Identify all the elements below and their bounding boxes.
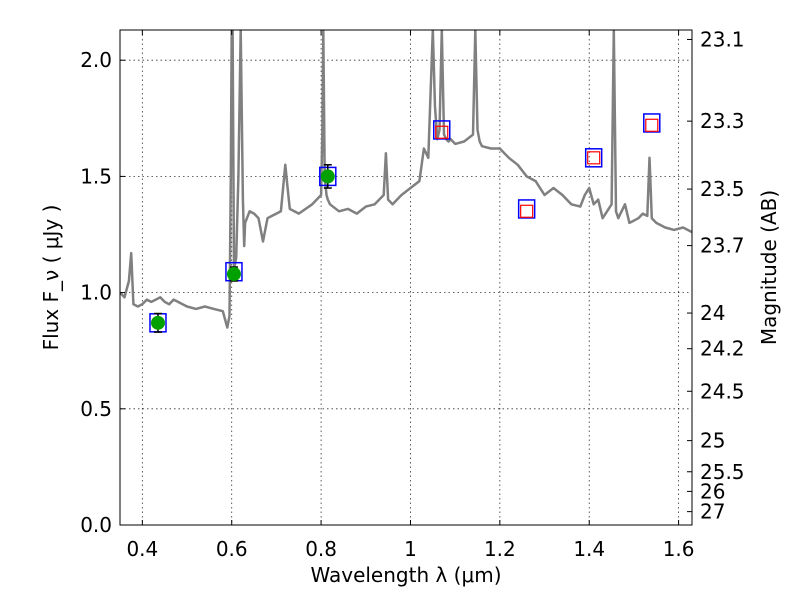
right-tick-label: 26: [700, 479, 725, 503]
detection-point: [150, 315, 165, 330]
model-point-box: [643, 113, 661, 133]
right-tick-label: 23.7: [700, 234, 745, 258]
y-tick-label: 0.5: [80, 397, 112, 421]
spectrum-line: [120, 30, 692, 329]
detection-point: [226, 267, 241, 282]
x-tick-label: 1: [404, 537, 417, 561]
observed-point-box: [435, 125, 449, 139]
right-tick-label: 23.5: [700, 177, 745, 201]
y-tick-label: 2.0: [80, 48, 112, 72]
right-tick-label: 25: [700, 429, 725, 453]
photometry-markers: [149, 113, 661, 333]
right-tick-label: 24: [700, 301, 725, 325]
ticks: 0.4 0.6 0.8 1 1.2 1.4 1.6 0.0 0.5 1.0 1.5 2.0 23.1 23…: [80, 27, 744, 561]
right-tick-label: 24.2: [700, 337, 745, 361]
observed-point-box: [587, 151, 601, 165]
right-tick-label: 27: [700, 500, 725, 524]
observed-point-box: [520, 204, 534, 218]
model-point-box: [517, 199, 536, 219]
detection-point: [320, 169, 335, 184]
y-tick-label: 1.5: [80, 164, 112, 188]
y-axis-label: Flux F_ν ( μJy ): [39, 205, 63, 351]
right-tick-label: 23.3: [700, 109, 745, 133]
plot-frame: [119, 29, 693, 526]
x-axis-label: Wavelength λ (μm): [310, 563, 501, 587]
x-tick-label: 1.4: [573, 537, 605, 561]
x-tick-label: 0.4: [126, 537, 158, 561]
grid: [120, 30, 692, 525]
right-tick-label: 24.5: [700, 379, 745, 403]
x-tick-label: 1.6: [663, 537, 695, 561]
right-axis-label: Magnitude (AB): [757, 190, 781, 345]
spectrum-series: [120, 30, 692, 329]
model-point-box: [433, 120, 451, 140]
y-tick-label: 0.0: [80, 513, 112, 537]
y-tick-label: 1.0: [80, 281, 112, 305]
right-tick-label: 23.1: [700, 27, 745, 51]
right-tick-label: 25.5: [700, 460, 745, 484]
observed-point-box: [645, 118, 659, 132]
x-tick-label: 0.6: [216, 537, 248, 561]
x-tick-label: 1.2: [484, 537, 516, 561]
x-tick-label: 0.8: [305, 537, 337, 561]
model-point-box: [584, 148, 603, 168]
